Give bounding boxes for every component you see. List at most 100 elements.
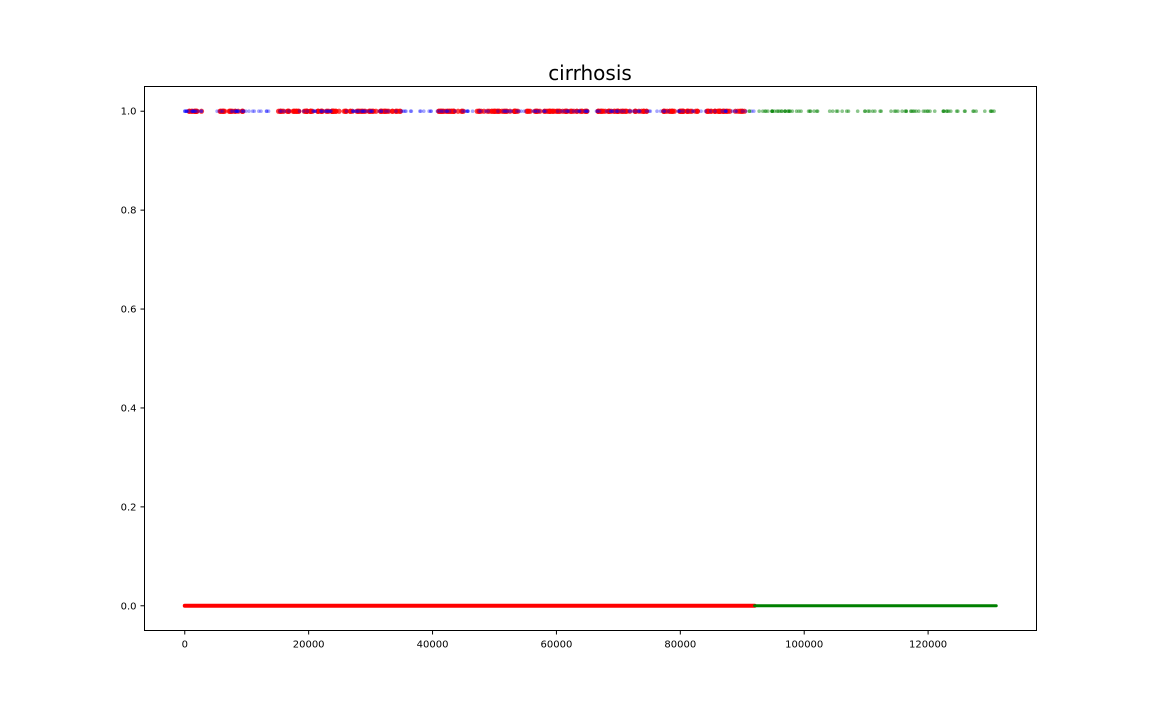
- series-blue-point: [544, 109, 548, 114]
- series-red-point: [319, 108, 325, 114]
- series-blue-point: [596, 109, 600, 114]
- series-red-point: [606, 108, 612, 114]
- series-green-point: [914, 109, 918, 114]
- series-green-point: [827, 109, 832, 114]
- series-blue-point: [404, 109, 408, 114]
- series-red-point: [511, 108, 517, 114]
- series-blue-point: [427, 109, 431, 114]
- series-green-point: [770, 109, 774, 114]
- series-green-point: [954, 109, 959, 114]
- series-blue-point: [608, 109, 613, 114]
- series-red-point: [615, 108, 621, 114]
- series-green-point: [782, 109, 787, 114]
- series-blue-point: [266, 109, 271, 114]
- series-red-point: [503, 108, 509, 114]
- series-green-point: [892, 109, 897, 114]
- series-blue-point: [655, 109, 659, 114]
- series-red-point: [239, 108, 246, 114]
- series-blue-point: [368, 109, 373, 114]
- series-blue-point: [723, 109, 728, 114]
- series-blue-point: [584, 109, 589, 114]
- series-blue-point: [234, 109, 239, 114]
- series-green-point: [846, 109, 851, 114]
- series-blue-point: [533, 109, 538, 114]
- series-blue-point: [351, 109, 355, 114]
- series-red-point: [436, 108, 442, 114]
- series-blue-point: [325, 109, 329, 114]
- series-red-point: [189, 108, 195, 114]
- series-blue-point: [313, 109, 317, 114]
- series-blue-point: [644, 109, 649, 114]
- series-blue-point: [616, 109, 620, 114]
- series-blue-point: [708, 109, 713, 114]
- series-red-point: [397, 108, 404, 114]
- y-tick-label: 0.6: [121, 305, 137, 316]
- series-blue-point: [522, 109, 527, 114]
- y-axis: 0.0 0.2 0.4 0.6 0.8 1.0: [121, 107, 145, 612]
- series-blue-point: [734, 109, 739, 114]
- series-green-point: [747, 109, 752, 114]
- series-blue-point: [278, 109, 282, 114]
- series-green-point: [779, 109, 784, 114]
- series-blue-point: [439, 109, 444, 114]
- series-blue-point: [502, 109, 507, 114]
- series-blue-point: [749, 109, 754, 114]
- series-green-point: [926, 109, 930, 114]
- series-green-point: [989, 109, 993, 114]
- series-blue-point: [394, 109, 398, 114]
- x-tick-label: 0: [182, 640, 188, 651]
- series-blue-point: [677, 109, 681, 114]
- series-green-point: [945, 109, 949, 114]
- series-blue-point: [369, 109, 374, 114]
- series-blue-point: [199, 109, 204, 114]
- series-red-point: [712, 108, 718, 114]
- series-blue-point: [576, 109, 581, 114]
- series-blue-point: [465, 109, 470, 114]
- series-green-point: [788, 109, 792, 114]
- series-blue-point: [327, 109, 332, 114]
- series-green-point: [830, 109, 835, 114]
- series-green-point: [925, 109, 929, 114]
- series-blue-point: [533, 109, 538, 114]
- series-green-point: [863, 109, 868, 114]
- series-green-point: [787, 109, 792, 114]
- series-blue-point: [350, 109, 355, 114]
- series-red-point: [548, 108, 554, 114]
- series-red-point: [226, 108, 232, 114]
- series-blue-point: [658, 109, 663, 114]
- series-red-point: [373, 108, 379, 114]
- series-green-point: [941, 109, 945, 114]
- series-blue-point: [418, 109, 423, 114]
- series-blue-point: [403, 109, 407, 114]
- series-blue-point: [692, 109, 696, 114]
- series-green-point: [988, 109, 993, 114]
- series-red-point: [533, 108, 540, 114]
- series-green-point: [949, 109, 953, 114]
- series-blue-point: [724, 109, 728, 114]
- series-blue-point: [318, 109, 323, 114]
- series-blue-point: [360, 109, 365, 114]
- series-blue-point: [370, 109, 375, 114]
- series-blue-point: [445, 109, 449, 114]
- series-green-point: [963, 109, 967, 114]
- series-blue-point: [584, 109, 588, 114]
- series-blue-point: [312, 109, 316, 114]
- series-blue-point: [282, 109, 287, 114]
- series-red-point: [285, 108, 291, 114]
- series-blue-point: [483, 109, 488, 114]
- series-blue-point: [574, 109, 578, 114]
- series-blue-point: [501, 109, 506, 114]
- series-blue-point: [190, 109, 195, 114]
- series-green-point: [834, 109, 839, 114]
- series-blue-point: [257, 109, 261, 114]
- series-green-point: [766, 109, 770, 114]
- series-blue-point: [322, 109, 327, 114]
- series-red-point: [507, 108, 513, 114]
- series-red-point: [636, 108, 642, 114]
- series-red-point: [307, 108, 314, 114]
- series-blue-point: [507, 109, 512, 114]
- series-blue-point: [585, 109, 590, 114]
- series-red-point: [735, 108, 741, 114]
- series-blue-point: [648, 109, 653, 114]
